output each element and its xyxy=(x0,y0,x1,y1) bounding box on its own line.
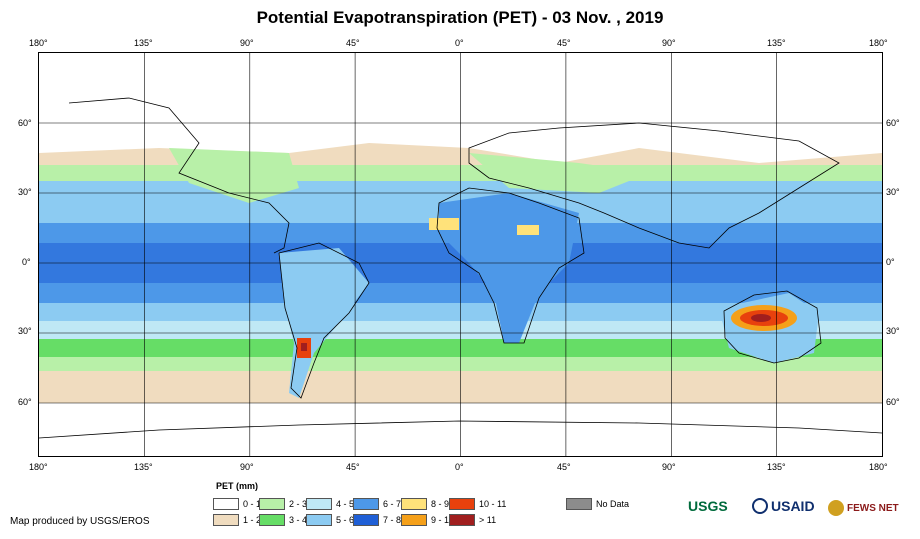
credit-text: Map produced by USGS/EROS xyxy=(10,516,150,527)
legend-label: 10 - 11 xyxy=(479,499,507,509)
legend-title: PET (mm) xyxy=(216,481,259,491)
fewsnet-logo: FEWS NET xyxy=(828,500,899,516)
lon-label: 45° xyxy=(346,38,360,48)
usgs-logo: USGS xyxy=(688,498,728,514)
legend-swatch xyxy=(353,498,379,510)
legend-label: 7 - 8 xyxy=(383,515,402,525)
legend-label: No Data xyxy=(596,499,630,509)
lat-label: 60° xyxy=(886,118,900,128)
legend-label: 4 - 5 xyxy=(336,499,355,509)
legend-swatch xyxy=(449,514,475,526)
legend-swatch xyxy=(353,514,379,526)
lon-label: 180° xyxy=(869,462,888,472)
legend-label: 3 - 4 xyxy=(289,515,308,525)
lon-label: 180° xyxy=(29,38,48,48)
legend-swatch xyxy=(449,498,475,510)
legend-swatch xyxy=(259,498,285,510)
legend-swatch xyxy=(401,514,427,526)
legend-swatch xyxy=(213,498,239,510)
lon-label: 45° xyxy=(346,462,360,472)
lat-label: 30° xyxy=(18,326,32,336)
lon-label: 135° xyxy=(767,38,786,48)
map-title: Potential Evapotranspiration (PET) - 03 … xyxy=(256,8,664,27)
lon-label: 90° xyxy=(240,38,254,48)
legend-swatch xyxy=(306,498,332,510)
legend-swatch xyxy=(401,498,427,510)
fewsnet-logo-text: FEWS NET xyxy=(847,502,899,514)
usgs-logo-text: USGS xyxy=(688,498,728,514)
lon-label: 90° xyxy=(662,38,676,48)
lat-label: 0° xyxy=(22,257,31,267)
lat-label: 60° xyxy=(886,397,900,407)
lat-label: 60° xyxy=(18,397,32,407)
fewsnet-globe-icon xyxy=(828,500,844,516)
lat-label: 60° xyxy=(18,118,32,128)
lon-label: 45° xyxy=(557,462,571,472)
legend-label: > 11 xyxy=(479,515,497,525)
lon-label: 135° xyxy=(767,462,786,472)
lat-label: 30° xyxy=(886,326,900,336)
lon-label: 90° xyxy=(240,462,254,472)
lat-label: 30° xyxy=(18,187,32,197)
legend-swatch xyxy=(566,498,592,510)
pet-map-graphic xyxy=(39,53,882,456)
legend-label: 6 - 7 xyxy=(383,499,402,509)
legend-label: 2 - 3 xyxy=(289,499,308,509)
pet-map[interactable] xyxy=(38,52,883,457)
lon-label: 180° xyxy=(869,38,888,48)
lon-label: 180° xyxy=(29,462,48,472)
usaid-seal-icon xyxy=(752,498,768,514)
usaid-logo: USAID xyxy=(752,498,815,514)
legend-label: 0 - 1 xyxy=(243,499,262,509)
usaid-logo-text: USAID xyxy=(771,498,815,514)
legend-label: 5 - 6 xyxy=(336,515,355,525)
legend-swatch xyxy=(213,514,239,526)
legend-label: 1 - 2 xyxy=(243,515,262,525)
lon-label: 0° xyxy=(455,462,464,472)
legend-label: 8 - 9 xyxy=(431,499,450,509)
lon-label: 135° xyxy=(134,462,153,472)
lon-label: 0° xyxy=(455,38,464,48)
legend-swatch xyxy=(306,514,332,526)
lon-label: 45° xyxy=(557,38,571,48)
lon-label: 135° xyxy=(134,38,153,48)
legend-label: 9 - 10 xyxy=(431,515,455,525)
lon-label: 90° xyxy=(662,462,676,472)
lat-label: 30° xyxy=(886,187,900,197)
lat-label: 0° xyxy=(886,257,895,267)
legend-swatch xyxy=(259,514,285,526)
